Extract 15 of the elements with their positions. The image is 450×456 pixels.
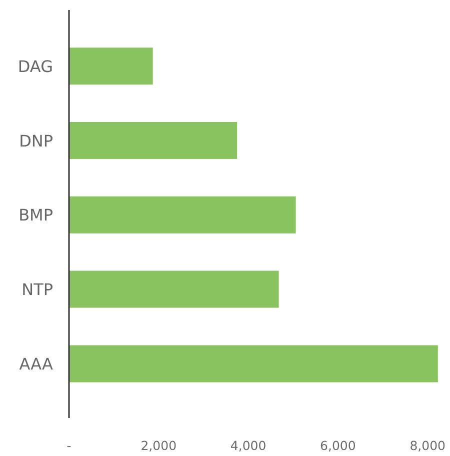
bar — [69, 196, 296, 234]
x-tick-label: - — [66, 438, 72, 453]
y-tick-label: DNP — [19, 131, 54, 150]
x-tick-label: 8,000 — [410, 438, 446, 453]
y-tick-label: AAA — [19, 354, 54, 374]
bar — [69, 270, 279, 308]
y-tick-label: NTP — [22, 280, 54, 300]
bar — [69, 122, 238, 159]
bar — [69, 345, 438, 382]
x-tick-label: 6,000 — [320, 438, 356, 453]
x-tick-label: 4,000 — [230, 438, 266, 453]
bar — [69, 48, 153, 85]
y-tick-label: BMP — [18, 206, 54, 225]
x-tick-label: 2,000 — [140, 438, 177, 453]
y-tick-label: DAG — [18, 56, 53, 76]
